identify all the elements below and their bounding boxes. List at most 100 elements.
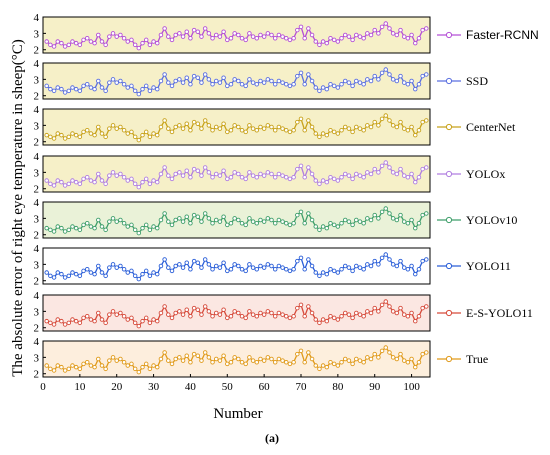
data-point [394, 78, 400, 84]
x-tick-label: 40 [185, 381, 197, 393]
data-point [140, 86, 145, 92]
data-point [206, 355, 212, 360]
data-point [96, 124, 101, 130]
data-point [125, 131, 131, 136]
data-point [328, 314, 333, 319]
data-point [62, 229, 68, 234]
data-point [81, 222, 86, 228]
data-point [147, 88, 153, 94]
data-point [103, 320, 108, 326]
data-point [169, 222, 175, 228]
data-point [129, 37, 134, 43]
data-point [272, 82, 278, 87]
data-point [169, 37, 175, 43]
data-point [401, 312, 407, 317]
data-point [387, 165, 392, 170]
data-point [354, 263, 359, 269]
data-point [158, 310, 164, 316]
data-point [202, 118, 208, 123]
data-point [409, 356, 414, 362]
data-point [173, 217, 178, 223]
y-tick-label: 3 [34, 167, 40, 179]
data-point [92, 132, 97, 138]
data-point [313, 270, 318, 275]
data-point [225, 268, 230, 274]
y-tick-label: 3 [34, 28, 40, 40]
data-point [350, 222, 355, 228]
data-point [173, 263, 178, 269]
data-point [335, 317, 341, 322]
data-point [313, 85, 318, 90]
x-tick-label: 30 [148, 381, 160, 393]
data-point [180, 126, 186, 131]
data-point [84, 36, 90, 41]
data-point [250, 34, 256, 39]
data-point [110, 31, 116, 36]
data-point [361, 267, 366, 272]
data-point [125, 178, 131, 183]
data-point [191, 305, 197, 311]
data-point [88, 39, 94, 44]
data-point [228, 175, 234, 180]
data-point [173, 124, 178, 130]
data-point [269, 310, 274, 316]
data-point [261, 126, 267, 131]
data-point [339, 221, 344, 226]
data-point [195, 168, 201, 173]
data-point [44, 363, 49, 368]
data-point [66, 88, 72, 94]
data-point [365, 77, 370, 82]
data-point [416, 267, 422, 272]
data-point [320, 363, 326, 368]
data-point [129, 361, 134, 367]
data-point [269, 263, 274, 269]
data-point [158, 78, 164, 84]
data-point [250, 312, 256, 317]
y-tick-label: 2 [34, 91, 40, 103]
data-point [239, 128, 245, 133]
legend-marker [445, 123, 453, 131]
data-point [66, 42, 72, 48]
data-point [280, 358, 285, 363]
data-point [66, 181, 72, 187]
data-point [155, 86, 160, 92]
data-point [140, 40, 145, 46]
data-point [213, 171, 219, 177]
data-point [77, 88, 83, 94]
data-point [92, 271, 97, 277]
data-point [309, 217, 315, 223]
data-point [368, 217, 374, 223]
panel-frame [42, 155, 431, 193]
panel-7: 2 3 4 True [34, 336, 489, 381]
data-point [217, 126, 223, 131]
data-point [59, 318, 64, 324]
data-point [379, 24, 385, 30]
data-point [291, 175, 296, 180]
data-point [258, 32, 263, 38]
data-point [284, 175, 289, 180]
data-point [147, 42, 153, 48]
data-point [413, 318, 418, 324]
data-point [206, 77, 212, 82]
data-point [236, 32, 241, 38]
data-point [202, 350, 208, 355]
data-point [110, 355, 116, 360]
data-point [129, 83, 134, 89]
data-point [394, 32, 400, 38]
data-point [217, 173, 223, 178]
data-point [158, 171, 164, 177]
data-point [379, 70, 385, 76]
data-point [420, 27, 425, 33]
data-point [409, 124, 414, 130]
data-point [250, 126, 256, 131]
data-point [361, 314, 366, 319]
data-point [250, 80, 256, 85]
data-point [361, 360, 366, 365]
legend-label: Faster-RCNN [466, 28, 539, 42]
data-point [51, 229, 57, 234]
data-point [354, 124, 359, 130]
y-tick-label: 2 [34, 137, 40, 149]
data-point [191, 212, 197, 218]
data-point [284, 267, 289, 272]
data-point [372, 212, 377, 218]
